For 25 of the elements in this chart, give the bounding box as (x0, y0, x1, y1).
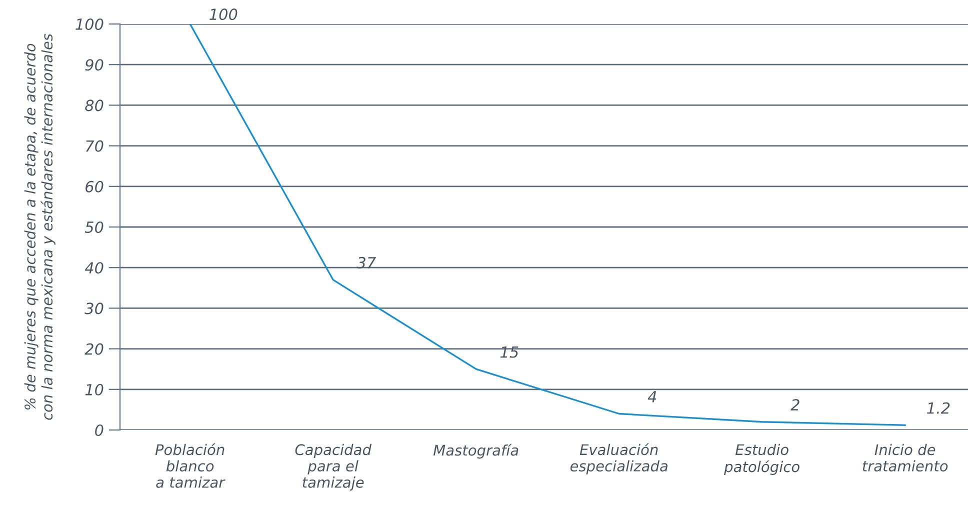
y-tick-label: 30 (84, 302, 104, 314)
y-tick-label: 20 (84, 343, 104, 355)
line-series (189, 24, 906, 426)
x-tick-label: Evaluación especializada (570, 443, 668, 474)
x-tick-label: Inicio de tratamiento (862, 444, 948, 472)
data-label: 15 (500, 346, 518, 358)
x-tick-label: Estudio patológico (724, 444, 800, 476)
y-tick-label: 80 (85, 100, 104, 112)
y-tick-label: 70 (86, 140, 104, 152)
data-label: 1.2 (927, 402, 950, 414)
y-tick-label: 90 (85, 59, 104, 71)
y-tick-label: 10 (85, 384, 104, 396)
x-tick-label: Mastografía (433, 444, 518, 459)
x-tick-label: Capacidad para el tamizaje (295, 444, 372, 491)
y-tick-label: 40 (84, 262, 104, 274)
y-tick-label: 100 (76, 18, 104, 30)
data-label: 4 (648, 391, 656, 402)
data-label: 37 (356, 256, 376, 268)
y-tick-label: 50 (84, 221, 104, 234)
y-tick-label: 60 (86, 180, 104, 192)
data-label: 2 (790, 399, 800, 410)
data-label: 100 (210, 8, 238, 20)
x-tick-label: Población blanco a tamizar (155, 443, 226, 488)
y-axis-title: % de mujeres que acceden a la etapa, de acuerdo con la norma mexicana y estándares internacionales (24, 34, 56, 420)
y-tick-label: 0 (95, 424, 104, 436)
